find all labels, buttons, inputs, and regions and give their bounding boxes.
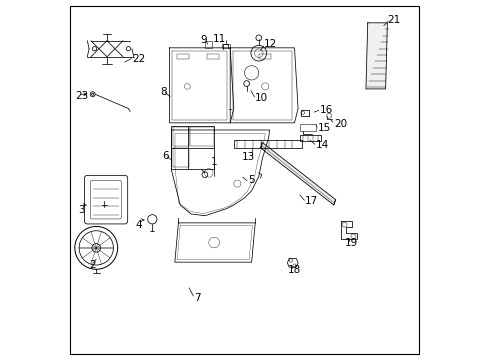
Text: 5: 5 xyxy=(247,175,254,185)
Text: 3: 3 xyxy=(78,205,85,215)
Text: 23: 23 xyxy=(75,91,88,101)
Text: 21: 21 xyxy=(386,15,400,25)
Bar xyxy=(173,148,188,167)
Bar xyxy=(176,54,189,59)
Bar xyxy=(233,140,301,148)
Text: 13: 13 xyxy=(241,153,254,162)
Text: 7: 7 xyxy=(194,293,201,303)
Bar xyxy=(205,41,212,48)
Text: 12: 12 xyxy=(264,39,277,49)
Text: 4: 4 xyxy=(135,220,142,230)
Text: 11: 11 xyxy=(212,34,225,44)
Bar xyxy=(258,54,271,59)
Text: 6: 6 xyxy=(162,151,169,161)
Text: 22: 22 xyxy=(132,54,145,64)
Text: 15: 15 xyxy=(317,123,330,133)
Bar xyxy=(173,127,188,146)
Text: 2: 2 xyxy=(89,260,96,270)
Polygon shape xyxy=(260,143,335,205)
Text: 16: 16 xyxy=(319,105,332,114)
Text: 1: 1 xyxy=(210,157,217,167)
Text: 17: 17 xyxy=(305,197,318,206)
Polygon shape xyxy=(365,23,386,89)
Text: 18: 18 xyxy=(287,265,300,275)
Bar xyxy=(222,44,229,48)
Text: 14: 14 xyxy=(315,140,328,150)
Bar xyxy=(206,54,219,59)
Bar xyxy=(299,124,315,131)
Text: 9: 9 xyxy=(200,35,206,45)
Text: 20: 20 xyxy=(333,118,346,129)
Bar xyxy=(299,135,321,141)
Text: 10: 10 xyxy=(255,93,268,103)
Bar xyxy=(190,127,213,146)
Text: 8: 8 xyxy=(160,87,167,98)
Text: 19: 19 xyxy=(344,238,357,248)
